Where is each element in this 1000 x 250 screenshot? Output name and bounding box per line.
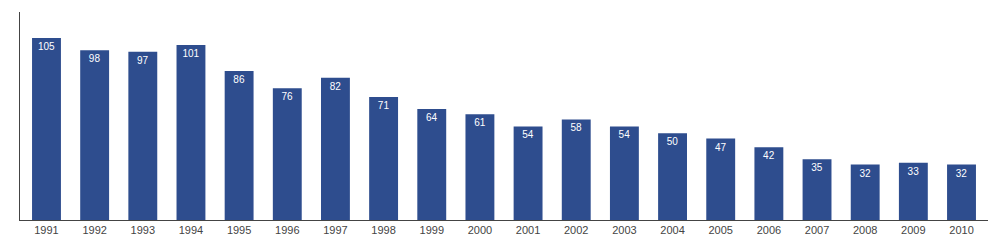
svg-text:1991: 1991	[34, 224, 58, 236]
svg-text:82: 82	[330, 81, 342, 92]
svg-text:2004: 2004	[660, 224, 684, 236]
svg-text:86: 86	[233, 74, 245, 85]
svg-text:2005: 2005	[708, 224, 732, 236]
svg-text:2008: 2008	[853, 224, 877, 236]
svg-text:105: 105	[38, 41, 55, 52]
svg-text:1998: 1998	[371, 224, 395, 236]
svg-text:1995: 1995	[227, 224, 251, 236]
svg-text:2010: 2010	[949, 224, 973, 236]
svg-text:1996: 1996	[275, 224, 299, 236]
svg-text:98: 98	[89, 53, 101, 64]
svg-text:71: 71	[378, 100, 390, 111]
svg-text:97: 97	[137, 55, 149, 66]
svg-text:58: 58	[570, 122, 582, 133]
svg-text:76: 76	[282, 91, 294, 102]
svg-text:47: 47	[715, 142, 727, 153]
svg-text:2000: 2000	[468, 224, 492, 236]
svg-text:1994: 1994	[179, 224, 203, 236]
svg-text:2006: 2006	[757, 224, 781, 236]
svg-text:54: 54	[522, 129, 534, 140]
svg-text:2007: 2007	[805, 224, 829, 236]
svg-text:2001: 2001	[516, 224, 540, 236]
svg-text:32: 32	[956, 168, 968, 179]
svg-text:1993: 1993	[131, 224, 155, 236]
svg-text:61: 61	[474, 117, 486, 128]
svg-text:54: 54	[619, 129, 631, 140]
svg-text:50: 50	[667, 136, 679, 147]
svg-text:1997: 1997	[323, 224, 347, 236]
svg-text:2003: 2003	[612, 224, 636, 236]
svg-text:32: 32	[859, 168, 871, 179]
svg-text:1992: 1992	[82, 224, 106, 236]
svg-text:2009: 2009	[901, 224, 925, 236]
svg-text:64: 64	[426, 112, 438, 123]
svg-text:35: 35	[811, 162, 823, 173]
svg-text:2002: 2002	[564, 224, 588, 236]
svg-text:1999: 1999	[420, 224, 444, 236]
svg-text:33: 33	[908, 166, 920, 177]
svg-text:42: 42	[763, 150, 775, 161]
svg-text:101: 101	[182, 48, 199, 59]
